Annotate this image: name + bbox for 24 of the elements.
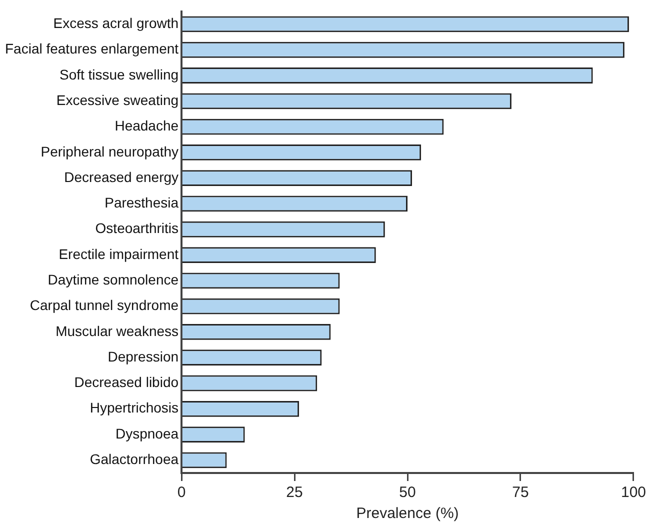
x-axis-title: Prevalence (%) <box>356 505 459 522</box>
y-tick-label: Headache <box>114 118 179 134</box>
y-tick-label: Facial features enlargement <box>4 40 179 57</box>
y-tick-label: Osteoarthritis <box>95 220 179 236</box>
y-tick-label: Erectile impairment <box>58 246 179 262</box>
x-tick-label: 100 <box>620 484 646 502</box>
x-tick-label: 50 <box>399 484 416 502</box>
y-tick-label: Muscular weakness <box>56 322 179 339</box>
y-tick-label: Excess acral growth <box>53 15 179 32</box>
y-tick-label: Soft tissue swelling <box>59 66 179 82</box>
y-tick-label: Hypertrichosis <box>90 400 179 416</box>
y-tick-label: Depression <box>108 348 179 364</box>
y-tick-label: Decreased energy <box>64 168 179 185</box>
x-tick-label: 25 <box>286 484 303 502</box>
y-tick-label: Excessive sweating <box>56 92 179 108</box>
x-tick-label: 75 <box>512 484 529 502</box>
y-tick-label: Daytime somnolence <box>48 272 179 288</box>
y-tick-label: Peripheral neuropathy <box>40 143 179 160</box>
x-tick-label: 0 <box>177 484 186 502</box>
y-tick-label: Decreased libido <box>74 374 179 390</box>
y-tick-label: Dyspnoea <box>115 425 179 442</box>
y-tick-label: Galactorrhoea <box>90 451 179 468</box>
y-tick-label: Carpal tunnel syndrome <box>30 297 179 314</box>
y-tick-label: Paresthesia <box>104 194 179 211</box>
